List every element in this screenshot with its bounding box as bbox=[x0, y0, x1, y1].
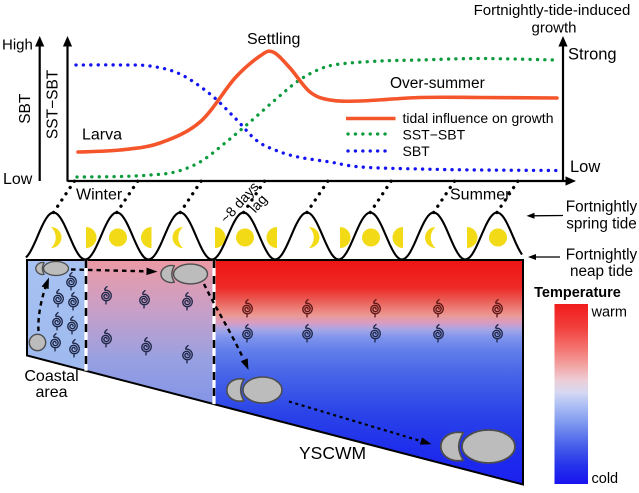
svg-text:Winter: Winter bbox=[76, 187, 123, 204]
svg-text:SST−SBT: SST−SBT bbox=[403, 127, 466, 143]
svg-text:warm: warm bbox=[591, 305, 627, 321]
svg-text:Fortnightly: Fortnightly bbox=[566, 247, 638, 264]
svg-text:cold: cold bbox=[592, 471, 619, 487]
svg-text:Larva: Larva bbox=[82, 127, 122, 144]
svg-text:Settling: Settling bbox=[247, 31, 300, 48]
svg-text:growth: growth bbox=[531, 20, 576, 37]
svg-text:neap tide: neap tide bbox=[570, 263, 633, 280]
svg-text:SBT: SBT bbox=[17, 93, 34, 124]
svg-text:SBT: SBT bbox=[403, 143, 431, 159]
svg-text:tidal influence on growth: tidal influence on growth bbox=[403, 110, 554, 126]
svg-text:Low: Low bbox=[570, 158, 600, 176]
svg-text:Low: Low bbox=[3, 171, 33, 188]
svg-text:Over-summer: Over-summer bbox=[390, 75, 485, 92]
svg-text:Summer: Summer bbox=[450, 187, 511, 204]
svg-text:Temperature: Temperature bbox=[534, 285, 621, 301]
svg-text:High: High bbox=[2, 37, 33, 54]
svg-text:YSCWM: YSCWM bbox=[299, 443, 366, 463]
svg-text:Fortnightly: Fortnightly bbox=[566, 199, 638, 216]
svg-text:SST−SBT: SST−SBT bbox=[45, 69, 62, 139]
svg-text:Fortnightly-tide-induced: Fortnightly-tide-induced bbox=[474, 2, 631, 19]
svg-text:Coastal: Coastal bbox=[24, 368, 78, 385]
svg-text:area: area bbox=[35, 384, 67, 401]
svg-text:Strong: Strong bbox=[568, 46, 617, 64]
svg-text:spring tide: spring tide bbox=[566, 216, 637, 233]
